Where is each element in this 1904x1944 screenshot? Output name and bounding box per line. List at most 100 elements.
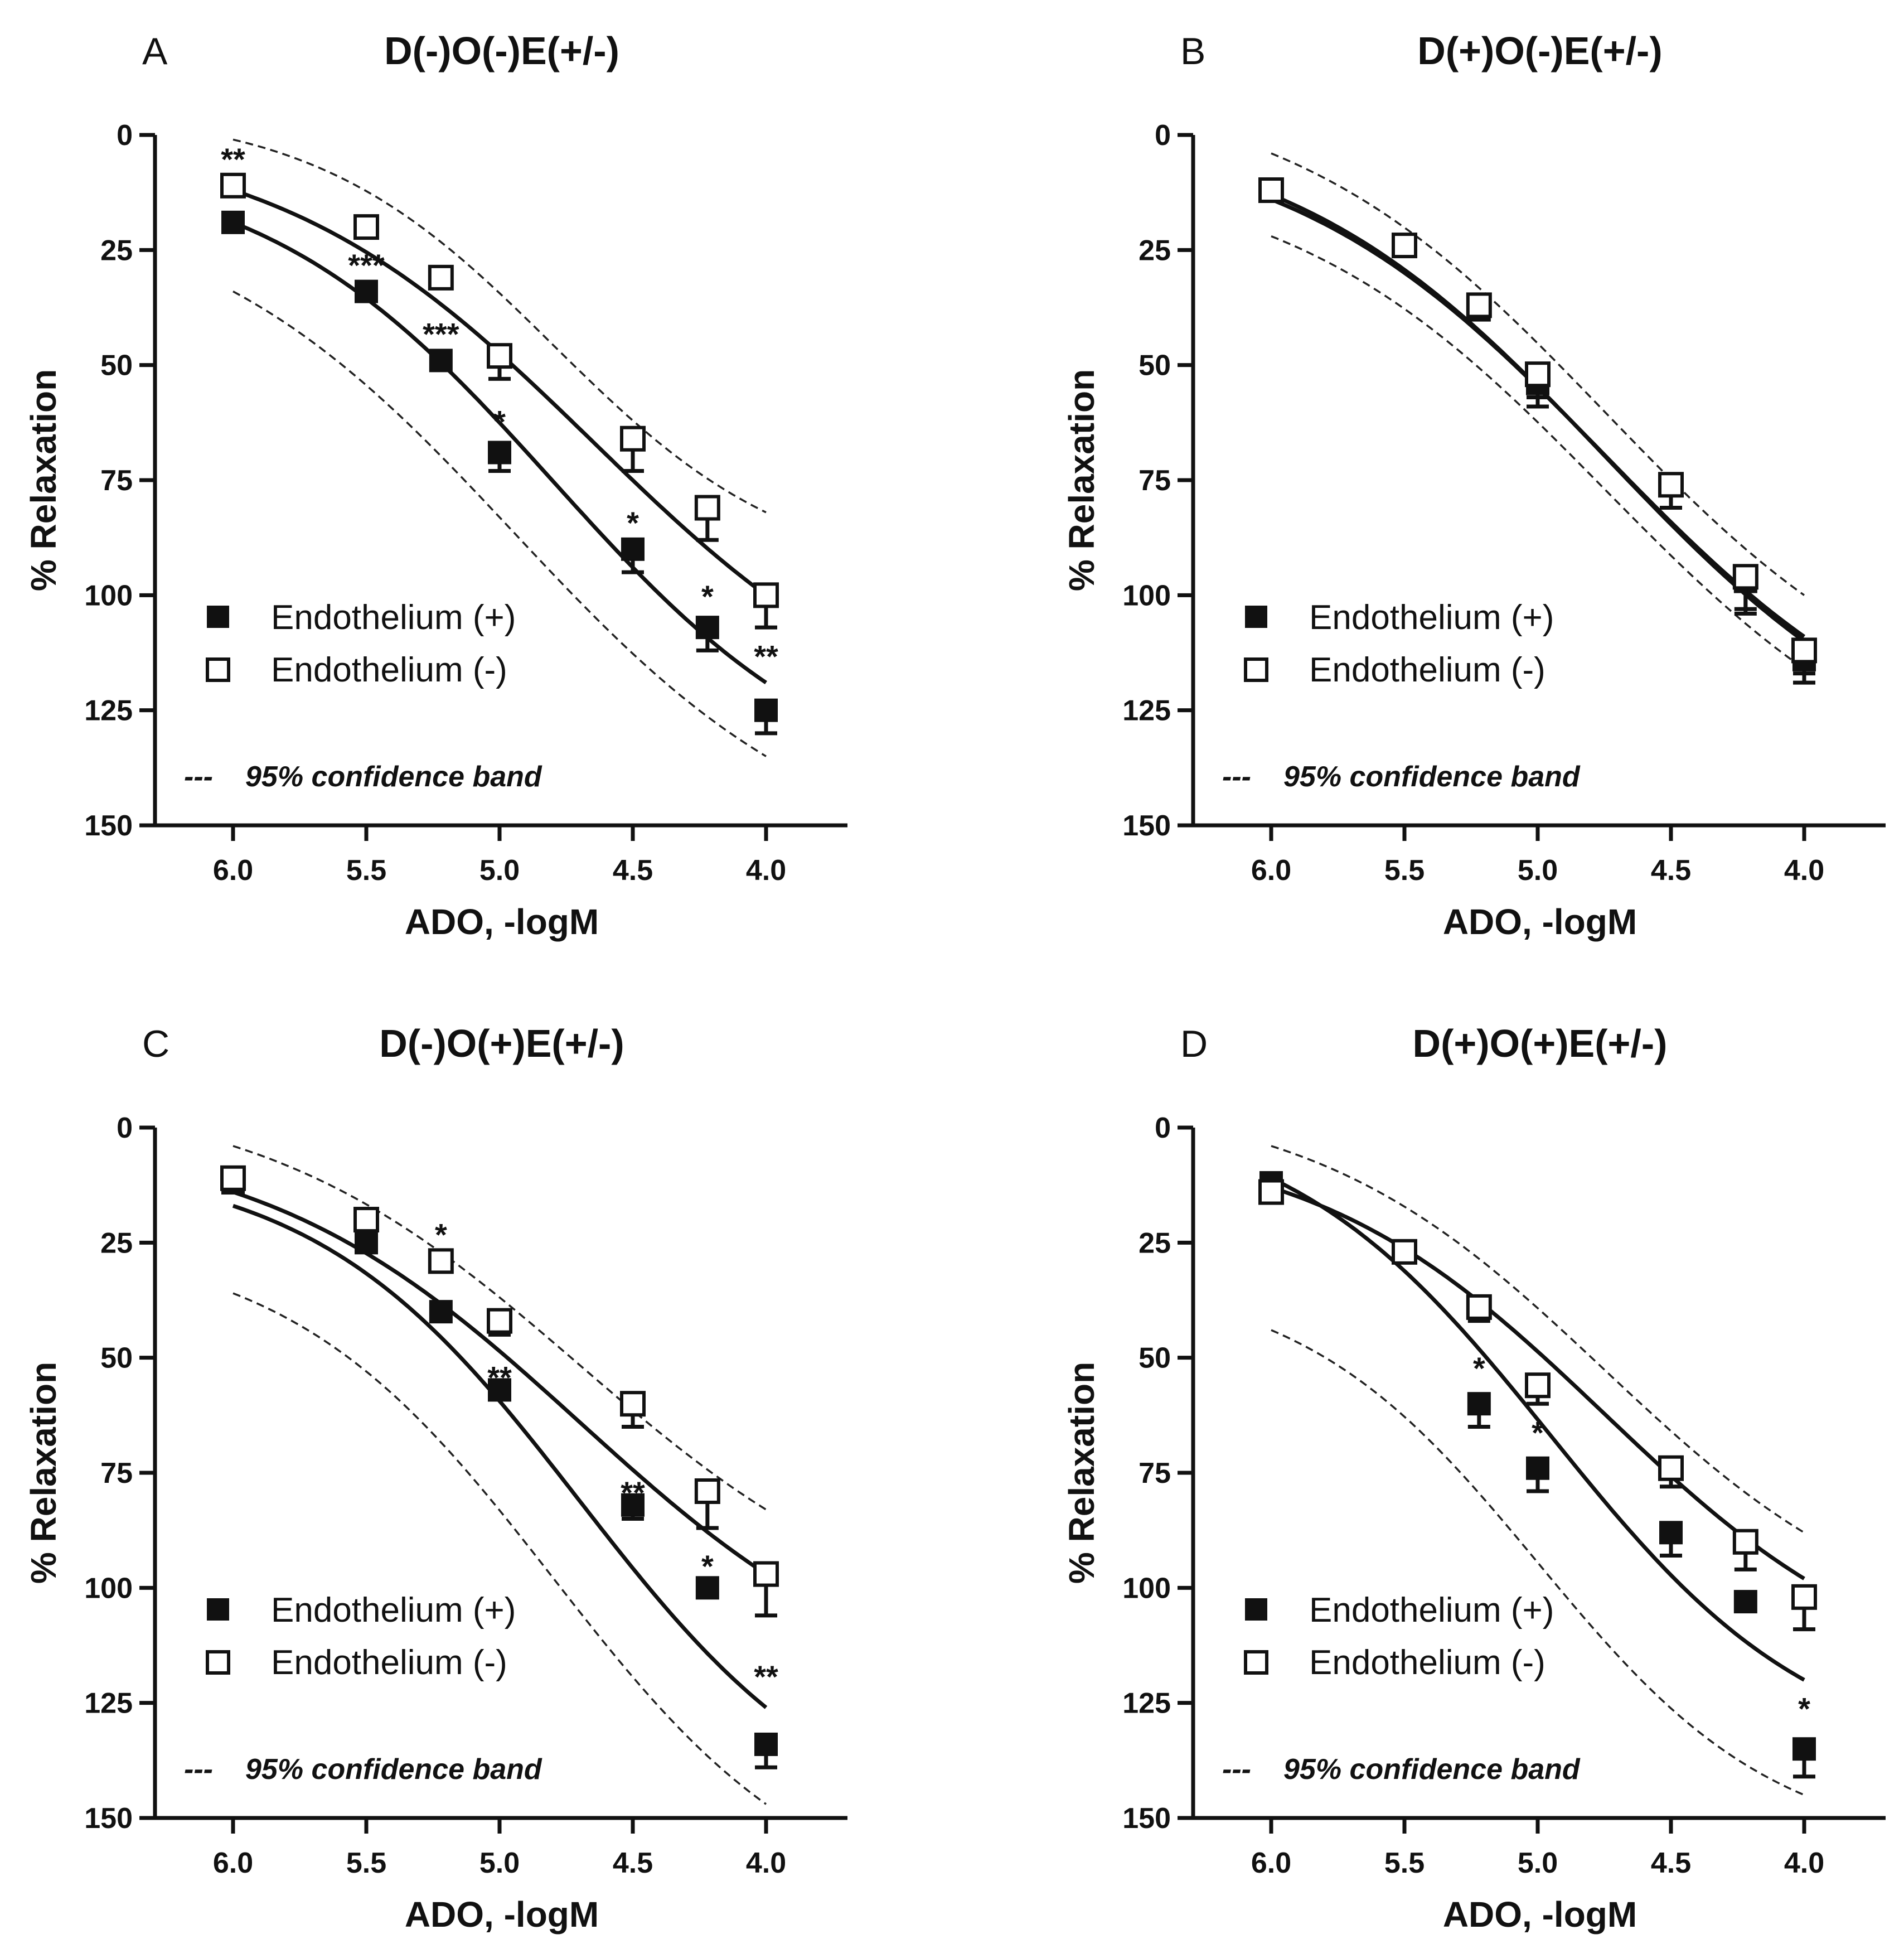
significance-marker: ** (754, 1659, 778, 1694)
data-point-filled-square (621, 1493, 645, 1517)
y-tick-label: 0 (117, 1112, 133, 1144)
data-point-filled-square (695, 616, 719, 640)
data-point-filled-square (754, 1732, 778, 1756)
data-point-open-square (1791, 637, 1817, 664)
chart-panel-d: D D(+)O(+)E(+/-) 0 25 50 75 100 125 150 6.0 5.5 5.0… (1062, 1022, 1886, 1935)
data-point-open-square (1258, 1179, 1284, 1205)
band-note-dash: --- (184, 761, 213, 793)
data-point-filled-square (355, 1231, 378, 1255)
data-point-open-square (694, 1478, 720, 1505)
data-point-open-square (487, 1308, 512, 1334)
x-tick-label: 5.0 (479, 854, 520, 887)
y-tick-label: 50 (100, 1342, 133, 1375)
data-point-open-square (620, 425, 646, 452)
legend-label-endothelium-plus: Endothelium (+) (1309, 598, 1554, 637)
chart-panel-a: A D(-)O(-)E(+/-) 0 25 50 75 100 125 150 6.0 5.5 5.0… (23, 29, 847, 942)
data-point-open-square (1525, 361, 1551, 388)
x-tick-label: 5.0 (1518, 854, 1558, 887)
y-tick-label: 25 (100, 234, 133, 267)
significance-marker: * (1798, 1691, 1810, 1727)
data-point-filled-square (488, 441, 511, 465)
data-point-open-square (353, 1207, 379, 1233)
data-point-open-square (694, 495, 720, 521)
data-point-filled-square (488, 1378, 511, 1402)
data-point-open-square (620, 1391, 646, 1417)
data-point-open-square (1658, 472, 1684, 498)
legend-label-endothelium-plus: Endothelium (+) (271, 1591, 516, 1629)
y-tick-label: 125 (1122, 695, 1171, 727)
x-tick-label: 5.0 (1518, 1847, 1558, 1879)
significance-marker: ** (621, 1475, 645, 1510)
data-point-open-square (487, 343, 512, 369)
band-note-dash: --- (184, 1753, 213, 1786)
y-tick-label: 100 (1122, 1572, 1171, 1604)
x-tick-label: 4.5 (1651, 1847, 1691, 1879)
y-tick-label: 0 (1155, 1112, 1171, 1144)
data-point-open-square (1466, 1294, 1492, 1320)
x-tick-label: 4.0 (1784, 854, 1824, 887)
data-point-filled-square (355, 279, 378, 303)
confidence-band-line (1271, 235, 1805, 670)
data-point-open-square (1658, 1455, 1684, 1481)
data-point-open-square (428, 1248, 454, 1274)
y-tick-label: 75 (100, 1457, 133, 1490)
band-note-text: 95% confidence band (245, 1753, 542, 1786)
significance-marker: ** (487, 1360, 512, 1395)
band-note-text: 95% confidence band (1283, 1753, 1581, 1786)
data-point-filled-square (221, 210, 245, 234)
data-point-filled-square (429, 349, 453, 373)
x-tick-label: 4.5 (613, 854, 653, 887)
panel-title: D(-)O(-)E(+/-) (384, 29, 619, 72)
legend-label-endothelium-minus: Endothelium (-) (1309, 1643, 1546, 1682)
significance-marker: * (435, 1217, 447, 1253)
x-tick-label: 4.0 (1784, 1847, 1824, 1879)
fit-curve (232, 220, 767, 684)
data-point-open-square (353, 214, 379, 240)
legend-label-endothelium-minus: Endothelium (-) (1309, 651, 1546, 689)
legend-open-square-icon (206, 1650, 230, 1675)
x-tick-label: 4.5 (1651, 854, 1691, 887)
significance-marker: ** (754, 639, 778, 674)
y-tick-label: 100 (84, 579, 133, 612)
significance-marker: * (493, 404, 506, 439)
confidence-band-line (232, 1145, 767, 1511)
data-point-open-square (1392, 1239, 1417, 1265)
y-tick-label: 150 (84, 810, 133, 842)
x-tick-label: 6.0 (213, 1847, 253, 1879)
legend-filled-square-icon (1245, 1598, 1267, 1621)
significance-marker: * (1473, 1351, 1485, 1386)
y-axis-title: % Relaxation (1062, 369, 1102, 591)
band-note-dash: --- (1222, 761, 1251, 793)
legend-label-endothelium-plus: Endothelium (+) (271, 598, 516, 637)
y-tick-label: 0 (1155, 119, 1171, 152)
y-tick-label: 0 (117, 119, 133, 152)
x-axis-title: ADO, -logM (405, 1894, 599, 1935)
x-tick-label: 4.0 (746, 854, 786, 887)
x-axis-title: ADO, -logM (1443, 902, 1637, 942)
band-note-dash: --- (1222, 1753, 1251, 1786)
significance-marker: * (701, 579, 714, 614)
x-tick-label: 6.0 (1251, 1847, 1291, 1879)
confidence-band-line (232, 1292, 767, 1805)
confidence-band-line (232, 138, 767, 514)
y-tick-label: 100 (1122, 579, 1171, 612)
y-tick-label: 75 (1138, 465, 1171, 497)
y-tick-label: 150 (84, 1802, 133, 1835)
legend-filled-square-icon (1245, 606, 1267, 628)
legend-label-endothelium-plus: Endothelium (+) (1309, 1591, 1554, 1629)
significance-marker: * (627, 505, 639, 540)
data-point-open-square (753, 582, 779, 608)
y-tick-label: 75 (100, 465, 133, 497)
x-tick-label: 5.5 (346, 1847, 386, 1879)
confidence-band-line (1271, 152, 1805, 596)
panel-letter: C (142, 1023, 169, 1065)
data-point-open-square (428, 264, 454, 291)
y-tick-label: 25 (1138, 234, 1171, 267)
panel-letter: A (142, 30, 168, 72)
fit-curve (1270, 1176, 1805, 1682)
data-point-open-square (1732, 1529, 1758, 1555)
data-point-open-square (1791, 1584, 1817, 1610)
data-point-filled-square (1659, 1521, 1683, 1545)
x-tick-label: 5.5 (346, 854, 386, 887)
